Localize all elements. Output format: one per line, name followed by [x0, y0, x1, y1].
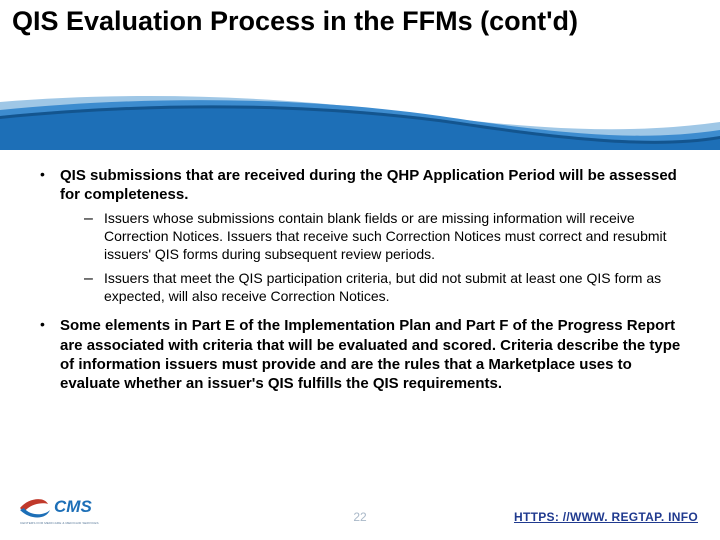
bullet-1-text: QIS submissions that are received during… — [60, 167, 677, 203]
bullet-1-sub-2-text: Issuers that meet the QIS participation … — [104, 270, 661, 304]
bullet-2-text: Some elements in Part E of the Implement… — [60, 317, 680, 392]
wave-light — [0, 96, 720, 143]
bullet-1-sub-2: Issuers that meet the QIS participation … — [82, 270, 688, 306]
bullet-1-sublist: Issuers whose submissions contain blank … — [82, 210, 688, 306]
footer-url-link[interactable]: HTTPS: //WWW. REGTAP. INFO — [514, 510, 698, 524]
bullet-1-sub-1-text: Issuers whose submissions contain blank … — [104, 210, 667, 262]
footer: CMS CENTERS FOR MEDICARE & MEDICAID SERV… — [0, 484, 720, 540]
wave-decoration — [0, 92, 720, 150]
wave-mid — [0, 100, 720, 147]
wave-dark — [0, 105, 720, 150]
bullet-1: QIS submissions that are received during… — [38, 166, 688, 306]
wave-shadow — [0, 105, 720, 143]
wave-svg — [0, 92, 720, 150]
bullet-list: QIS submissions that are received during… — [38, 166, 688, 393]
slide-title: QIS Evaluation Process in the FFMs (cont… — [12, 6, 692, 38]
title-block: QIS Evaluation Process in the FFMs (cont… — [12, 6, 692, 38]
content-area: QIS submissions that are received during… — [38, 166, 688, 403]
bullet-2: Some elements in Part E of the Implement… — [38, 316, 688, 393]
slide: QIS Evaluation Process in the FFMs (cont… — [0, 0, 720, 540]
bullet-1-sub-1: Issuers whose submissions contain blank … — [82, 210, 688, 264]
